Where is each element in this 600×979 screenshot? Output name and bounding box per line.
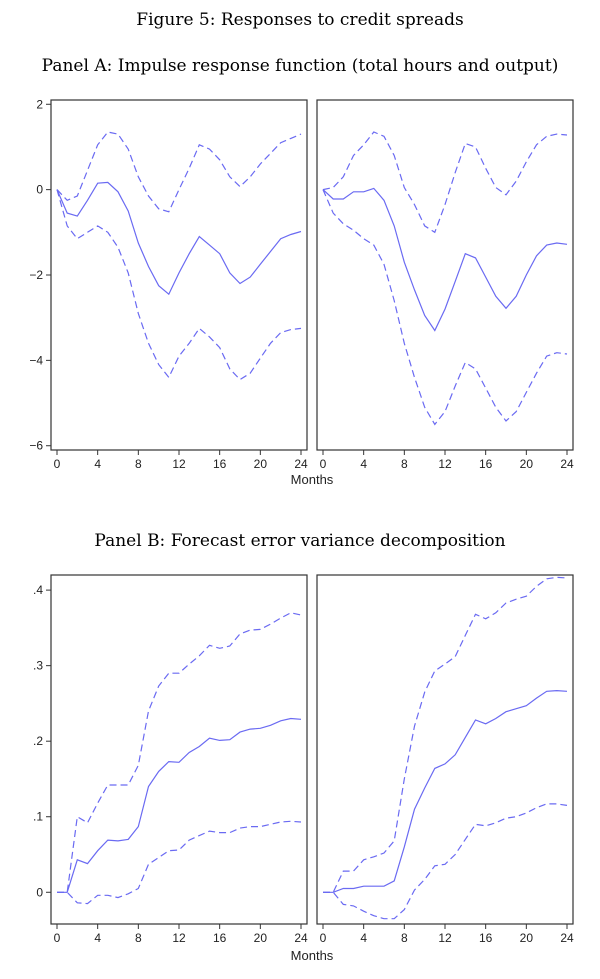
upper-band-line: [57, 612, 302, 893]
x-tick-label: 12: [172, 931, 186, 945]
x-tick-label: 16: [479, 931, 493, 945]
plot-frame: [50, 574, 308, 925]
x-axis-label: Months: [291, 948, 334, 963]
x-tick-label: 8: [135, 457, 142, 471]
y-tick-label: 0: [36, 885, 43, 899]
panel-b-subplot-2: 0 4 8 12 16 20 24: [316, 574, 574, 945]
y-tick-label: −2: [29, 268, 43, 282]
x-tick-label: 24: [294, 457, 308, 471]
x-tick-label: 12: [438, 457, 452, 471]
y-tick-label: −4: [29, 353, 43, 367]
x-tick-label: 4: [360, 457, 367, 471]
x-tick-label: 24: [294, 931, 308, 945]
x-tick-label: 4: [360, 931, 367, 945]
y-tick-label: 0: [36, 183, 43, 197]
plot-frame: [316, 574, 574, 925]
panel-a-title: Panel A: Impulse response function (tota…: [41, 56, 559, 76]
panel-b-subplot-1: 0 4 8 12 16 20 24 .4 .3 .2 .1 0: [33, 574, 308, 945]
x-tick-label: 0: [54, 457, 61, 471]
x-tick-label: 20: [254, 931, 268, 945]
response-line: [323, 689, 568, 893]
x-tick-label: 16: [479, 457, 493, 471]
upper-band-line: [322, 131, 568, 234]
y-tick-label: .3: [33, 659, 43, 673]
response-line: [56, 181, 302, 296]
upper-band-line: [56, 131, 302, 213]
x-tick-label: 0: [320, 457, 327, 471]
panel-b-title: Panel B: Forecast error variance decompo…: [94, 531, 506, 551]
x-tick-label: 20: [254, 457, 268, 471]
y-tick-label: 2: [36, 97, 43, 111]
y-tick-label: −6: [29, 439, 43, 453]
lower-band-line: [322, 189, 568, 426]
x-tick-label: 8: [401, 457, 408, 471]
y-tick-label: .4: [33, 583, 43, 597]
lower-band-line: [56, 189, 302, 381]
x-tick-label: 24: [560, 457, 574, 471]
x-axis-label: Months: [291, 472, 334, 487]
y-tick-label: .1: [33, 810, 43, 824]
plot-frame: [50, 99, 308, 451]
x-tick-label: 0: [54, 931, 61, 945]
upper-band-line: [323, 576, 568, 893]
plot-frame: [316, 99, 574, 451]
x-tick-label: 4: [94, 931, 101, 945]
x-tick-label: 4: [94, 457, 101, 471]
panel-a-subplot-2: 0 4 8 12 16 20 24: [316, 99, 574, 471]
x-tick-label: 16: [213, 931, 227, 945]
lower-band-line: [57, 820, 302, 905]
response-line: [57, 717, 302, 893]
x-tick-label: 16: [213, 457, 227, 471]
y-tick-label: .2: [33, 734, 43, 748]
x-tick-label: 8: [401, 931, 408, 945]
figure-title: Figure 5: Responses to credit spreads: [136, 10, 464, 30]
x-tick-label: 20: [520, 457, 534, 471]
x-tick-label: 24: [560, 931, 574, 945]
x-tick-label: 12: [172, 457, 186, 471]
x-tick-label: 8: [135, 931, 142, 945]
lower-band-line: [323, 803, 568, 920]
x-tick-label: 12: [438, 931, 452, 945]
x-tick-label: 0: [320, 931, 327, 945]
response-line: [322, 187, 568, 332]
x-tick-label: 20: [520, 931, 534, 945]
